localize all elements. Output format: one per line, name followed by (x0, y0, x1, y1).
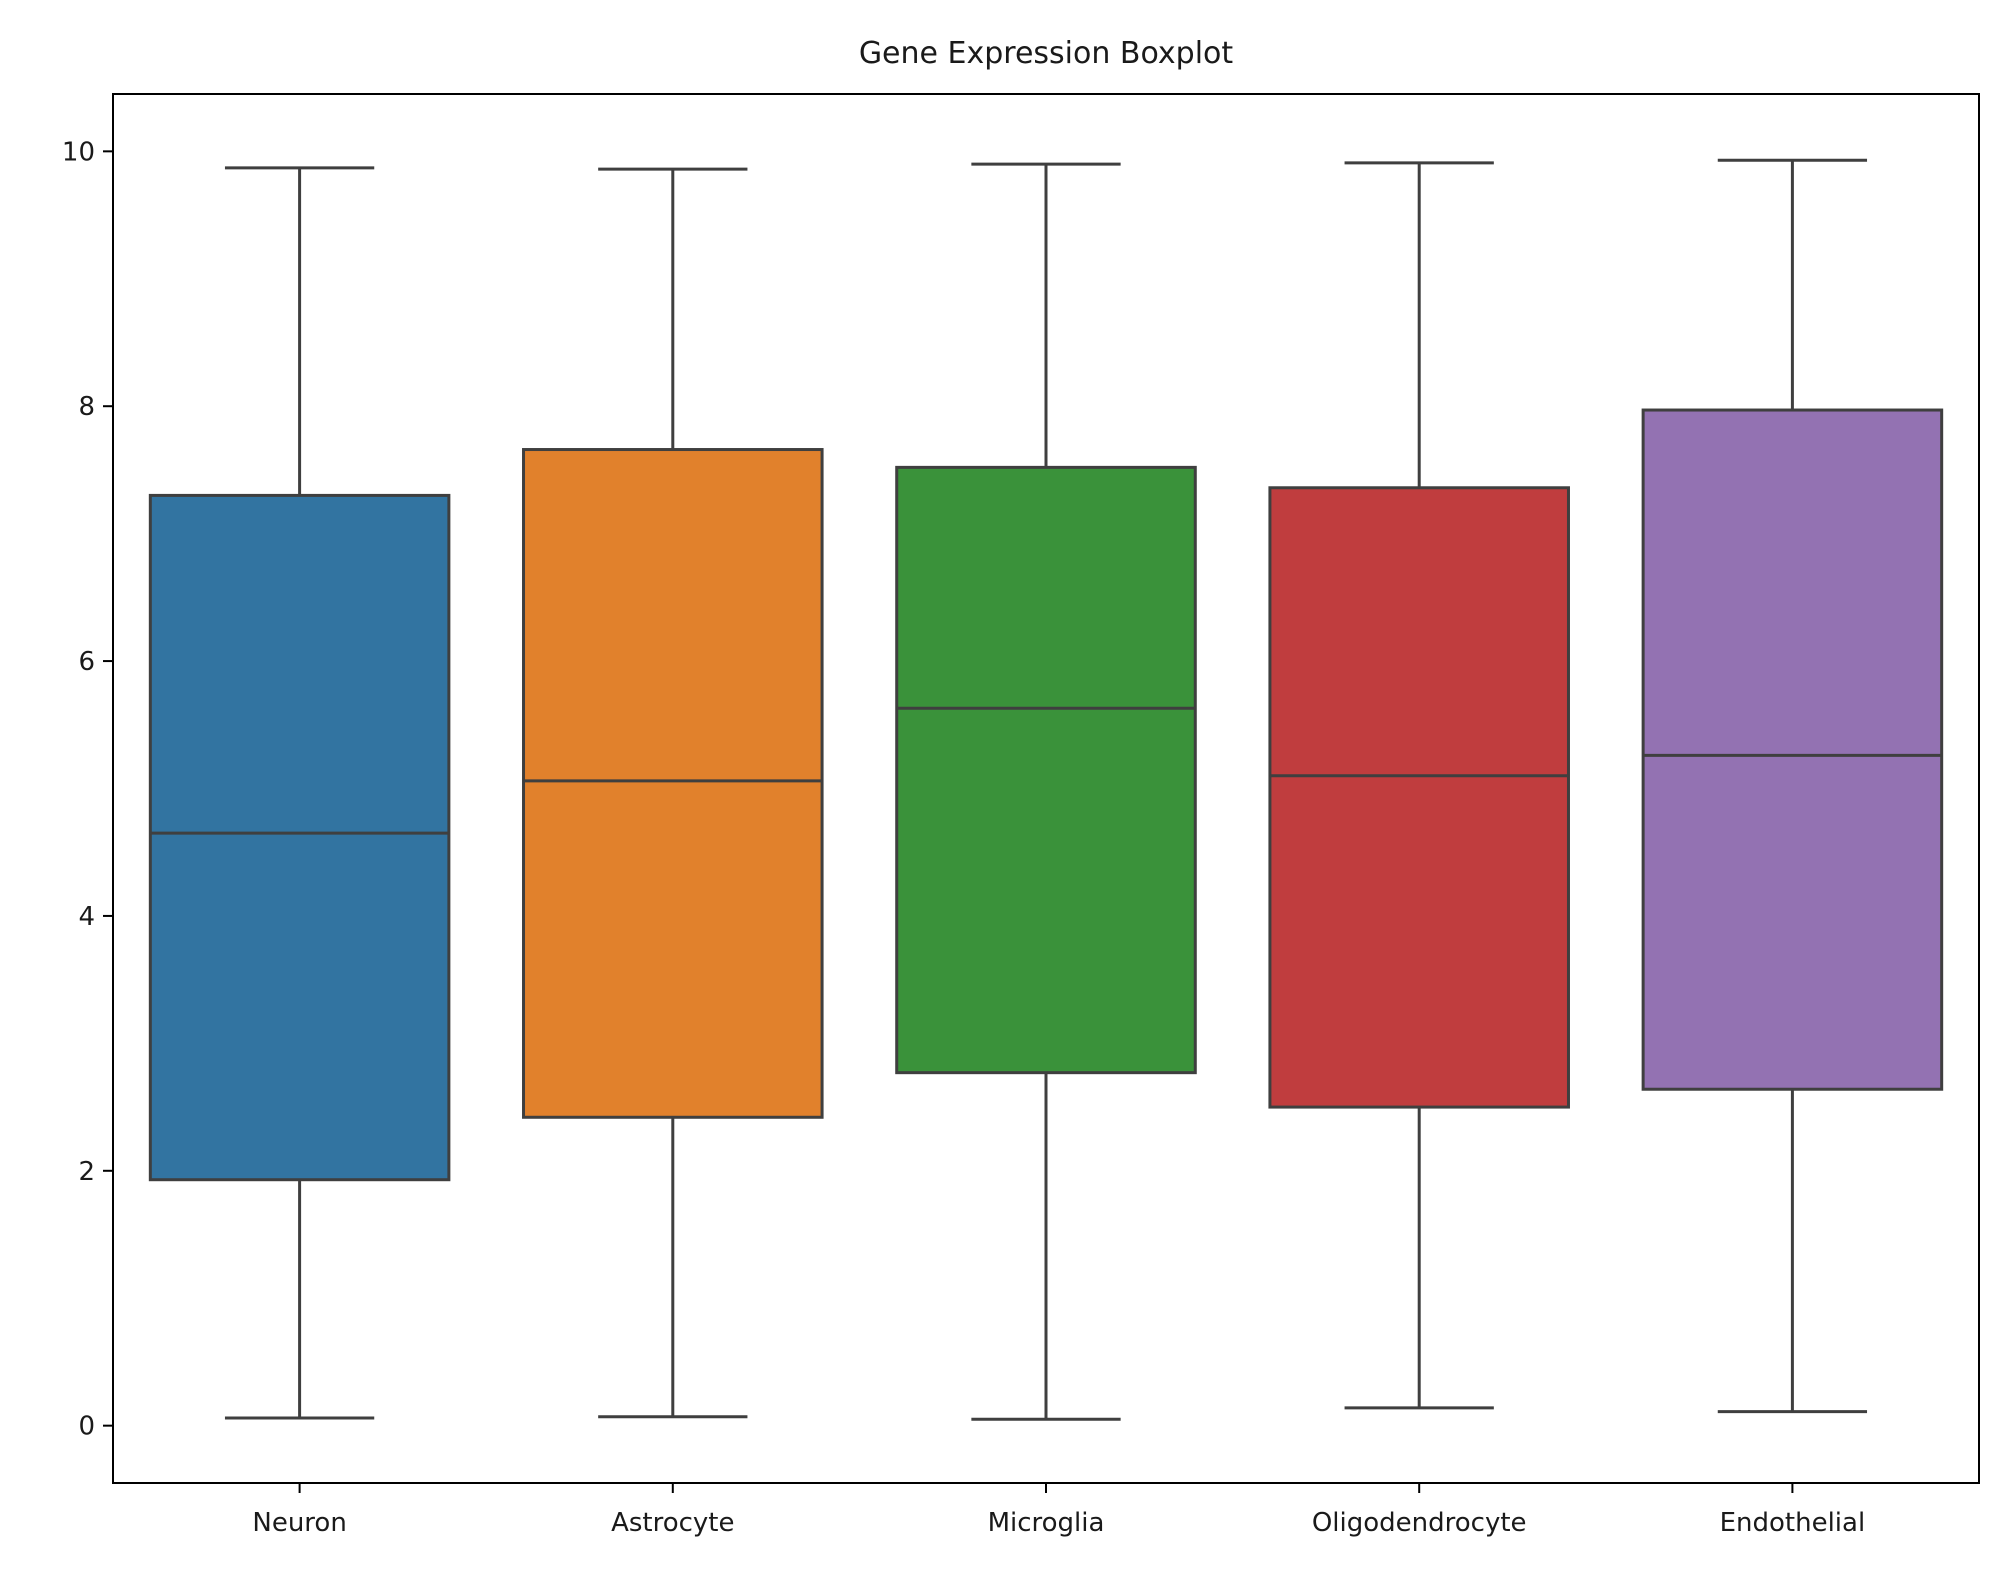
box-group-oligodendrocyte (1268, 161, 1570, 1410)
x-tick-label: Astrocyte (611, 1508, 734, 1538)
y-tick-label: 4 (78, 902, 95, 932)
box-astrocyte (522, 448, 824, 1119)
y-tick-label: 6 (78, 647, 95, 677)
box-group-endothelial (1641, 158, 1944, 1414)
box-microglia (895, 465, 1197, 1075)
box-group-astrocyte (522, 167, 824, 1419)
y-tick-label: 10 (62, 137, 95, 167)
boxes-layer (148, 158, 1944, 1421)
box-oligodendrocyte (1268, 486, 1570, 1109)
x-tick-label: Neuron (252, 1508, 346, 1538)
plot-area-frame (112, 93, 1980, 1484)
chart-title: Gene Expression Boxplot (859, 36, 1234, 71)
y-tick-label: 8 (78, 392, 95, 422)
box-group-neuron (148, 166, 451, 1420)
x-tick-label: Endothelial (1720, 1508, 1866, 1538)
y-tick-label: 2 (78, 1157, 95, 1187)
box-group-microglia (895, 162, 1197, 1421)
box-neuron (148, 493, 451, 1182)
x-axis: Neuron Astrocyte Microglia Oligodendrocyte E… (252, 1483, 1865, 1538)
y-tick-label: 0 (78, 1412, 95, 1442)
x-tick-label: Oligodendrocyte (1312, 1508, 1527, 1538)
y-axis: 0 2 4 6 8 10 (62, 137, 113, 1442)
box-endothelial (1641, 408, 1944, 1091)
x-tick-label: Microglia (988, 1508, 1105, 1538)
